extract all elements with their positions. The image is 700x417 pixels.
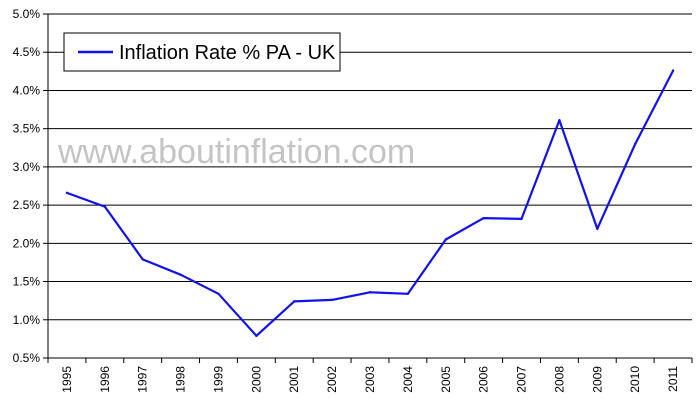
x-tick-label: 2006	[477, 366, 491, 393]
legend-label: Inflation Rate % PA - UK	[119, 42, 336, 64]
data-point	[141, 258, 144, 261]
data-point	[255, 334, 258, 338]
data-point	[671, 69, 675, 72]
series-layer	[65, 69, 675, 338]
x-tick-labels: 1995 1996 1997 1998 1999 2000 2001 2002 2003 2004…	[60, 366, 680, 393]
x-tick-label: 2000	[249, 366, 263, 393]
x-tick-label: 2002	[325, 366, 339, 393]
x-tick-label: 2005	[439, 366, 453, 393]
x-tick-label: 2001	[287, 366, 301, 393]
data-point	[293, 300, 296, 303]
y-tick-label: 5.0%	[13, 7, 41, 21]
x-tick-label: 1995	[60, 366, 74, 393]
data-point	[217, 292, 220, 295]
axes	[43, 13, 693, 363]
x-tick-label: 1999	[211, 366, 225, 393]
x-tick-label: 2003	[363, 366, 377, 393]
x-tick-label: 2007	[515, 366, 529, 393]
series-line	[66, 70, 675, 337]
x-tick-label: 2004	[401, 366, 415, 393]
data-point	[633, 142, 637, 146]
y-tick-labels: 0.5% 1.0% 1.5% 2.0% 2.5% 3.0% 3.5% 4.0% 4.5% 5.0%	[13, 7, 41, 365]
x-tick-label: 2008	[552, 366, 566, 393]
x-tick-label: 1997	[136, 366, 150, 393]
y-tick-label: 1.0%	[13, 313, 41, 327]
y-tick-label: 1.5%	[13, 275, 41, 289]
y-tick-label: 4.5%	[13, 45, 41, 59]
data-point	[444, 238, 447, 241]
data-point	[406, 292, 410, 295]
y-tick-label: 0.5%	[13, 351, 41, 365]
y-tick-label: 3.0%	[13, 160, 41, 174]
data-point	[65, 191, 69, 195]
x-tick-label: 1998	[174, 366, 188, 393]
data-point	[103, 205, 107, 208]
y-tick-label: 2.5%	[13, 198, 41, 212]
gridlines	[48, 13, 692, 321]
data-point	[482, 216, 485, 220]
data-point	[330, 298, 334, 302]
watermark-text: www.aboutinflation.com	[57, 133, 415, 171]
data-point	[520, 217, 523, 221]
legend: Inflation Rate % PA - UK	[63, 32, 341, 72]
x-tick-label: 2009	[590, 366, 604, 393]
data-point	[558, 119, 561, 122]
x-tick-label: 2011	[666, 366, 680, 392]
data-point	[368, 291, 372, 294]
y-tick-label: 3.5%	[13, 122, 41, 136]
y-tick-label: 2.0%	[13, 236, 41, 250]
data-point	[179, 273, 182, 276]
y-tick-label: 4.0%	[13, 83, 41, 97]
x-tick-label: 2010	[628, 366, 642, 393]
data-point	[596, 227, 599, 231]
x-tick-label: 1996	[98, 366, 112, 393]
